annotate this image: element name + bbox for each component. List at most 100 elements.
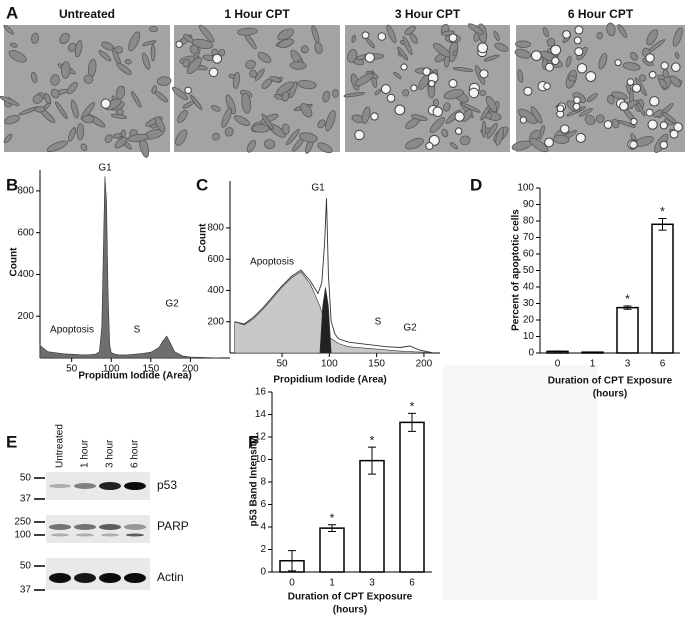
cell [4, 115, 20, 125]
rounded-cell [574, 25, 584, 35]
cell [74, 40, 83, 58]
annotation: Apoptosis [50, 325, 94, 336]
y-tick-label: 100 [517, 183, 534, 194]
significance-mark: * [330, 511, 335, 525]
cell [317, 119, 326, 129]
cell [332, 88, 339, 98]
x-axis-label: (hours) [593, 389, 627, 400]
x-tick-label: 100 [321, 359, 338, 370]
y-tick-label: 50 [523, 265, 535, 276]
histogram-area [234, 271, 434, 354]
cell [596, 31, 604, 40]
cell [249, 69, 258, 78]
cell [289, 61, 307, 70]
annotation: S [375, 317, 382, 328]
cell [617, 120, 636, 128]
error-bar [553, 350, 562, 353]
blot-band [101, 533, 119, 537]
cell [70, 99, 79, 119]
cell [211, 132, 220, 141]
rounded-cell [410, 84, 418, 92]
rounded-cell [544, 137, 554, 148]
rounded-cell [175, 40, 183, 48]
cell [9, 42, 18, 48]
cell [225, 94, 236, 115]
rounded-cell [648, 70, 657, 79]
blot-band [124, 524, 146, 530]
cell [542, 27, 549, 38]
cell [429, 117, 445, 134]
x-tick-label: 3 [625, 359, 631, 370]
panel-letter: B [6, 175, 18, 194]
cell [221, 107, 232, 128]
rounded-cell [364, 52, 375, 63]
y-tick-label: 10 [255, 454, 267, 465]
x-tick-label: 6 [409, 578, 415, 589]
rounded-cell [562, 30, 571, 39]
y-tick-label: 60 [523, 249, 535, 260]
rounded-cell [523, 86, 533, 96]
rounded-cell [603, 120, 613, 129]
cell [32, 94, 43, 104]
blot-band [49, 524, 71, 530]
micrograph [511, 22, 685, 153]
x-axis-label: Propidium Iodide (Area) [273, 375, 386, 386]
micrograph [171, 24, 340, 154]
cell [246, 139, 256, 153]
cell [638, 74, 647, 82]
x-tick-label: 200 [182, 364, 199, 375]
marker-label: 37 [20, 494, 32, 505]
cell [80, 143, 88, 152]
rounded-cell [575, 132, 586, 143]
cell [432, 42, 451, 58]
cell [186, 57, 202, 75]
marker-label: 37 [20, 585, 32, 596]
micrograph-label: 1 Hour CPT [224, 7, 290, 21]
blot-band [74, 483, 96, 489]
blot-band [124, 482, 146, 490]
cell [151, 85, 158, 94]
cell [459, 135, 471, 146]
cell [410, 114, 428, 122]
y-tick-label: 600 [17, 227, 34, 238]
cell [276, 81, 295, 96]
bar [651, 223, 674, 354]
cell [354, 72, 374, 87]
lane-label: Untreated [55, 424, 66, 468]
y-axis-label: Percent of apoptotic cells [511, 209, 522, 331]
cell [441, 128, 449, 138]
cell [149, 26, 158, 33]
blot-band [51, 533, 69, 537]
rounded-cell [386, 93, 396, 103]
rounded-cell [660, 61, 669, 70]
rounded-cell [394, 104, 406, 116]
y-tick-label: 80 [523, 216, 535, 227]
cell [658, 78, 668, 89]
cell [175, 129, 188, 146]
cell [115, 85, 126, 100]
significance-mark: * [625, 292, 630, 306]
rounded-cell [649, 96, 660, 107]
rounded-cell [629, 140, 638, 149]
annotation: G1 [311, 183, 325, 194]
y-axis-label: Count [198, 223, 209, 253]
rounded-cell [630, 117, 638, 126]
cell [154, 116, 166, 133]
cell [517, 69, 524, 83]
rounded-cell [673, 122, 683, 132]
cell [617, 24, 628, 38]
cell [351, 34, 356, 43]
rounded-cell [631, 83, 642, 93]
cell [402, 36, 413, 56]
cell [55, 101, 68, 119]
cell [156, 76, 172, 86]
significance-mark: * [370, 433, 375, 447]
micrograph-label: 3 Hour CPT [395, 7, 461, 21]
y-tick-label: 10 [523, 331, 535, 342]
cell [481, 120, 487, 138]
rounded-cell [361, 31, 370, 40]
rounded-cell [212, 53, 223, 64]
y-tick-label: 8 [260, 477, 266, 488]
cell [528, 137, 549, 153]
cell [254, 68, 265, 81]
